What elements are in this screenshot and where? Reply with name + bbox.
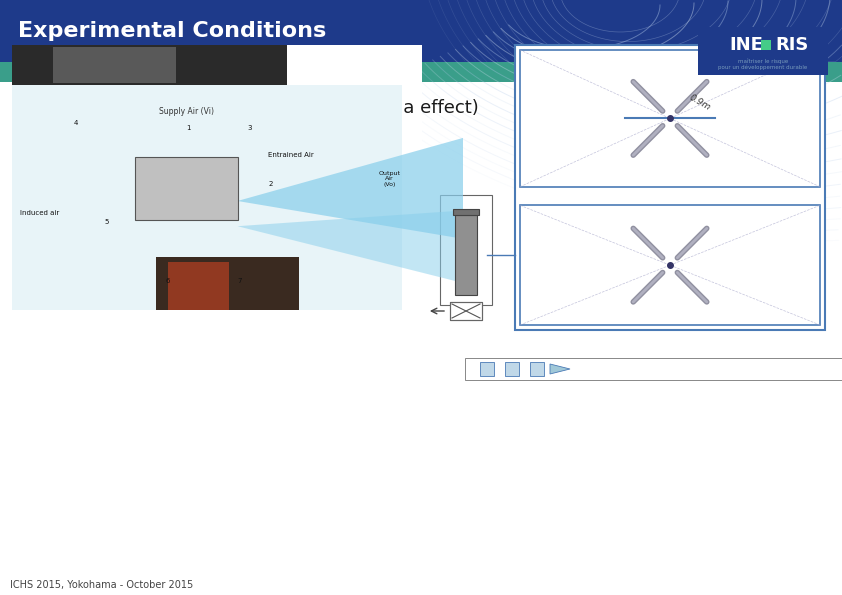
Bar [39, 167, 46, 174]
Bar [12, 45, 422, 310]
Text: Placed at 0.9 m from center of the plateform: Placed at 0.9 m from center of the plate… [58, 133, 402, 148]
Text: 4: 4 [73, 120, 77, 126]
Text: 3: 3 [248, 125, 253, 131]
Text: Induced air: Induced air [20, 211, 60, 217]
Text: ICHS 2015, Yokohama - October 2015: ICHS 2015, Yokohama - October 2015 [10, 580, 194, 590]
Polygon shape [550, 364, 570, 374]
Bar [453, 209, 479, 215]
Bar [53, 47, 176, 83]
Bar [698, 27, 828, 75]
Polygon shape [237, 138, 463, 239]
Bar [39, 136, 46, 143]
Text: 5: 5 [104, 220, 109, 226]
Text: 1: 1 [186, 125, 191, 131]
Text: Output
Air
(Vo): Output Air (Vo) [378, 171, 400, 187]
Text: Mixture preparation: Mixture preparation [15, 65, 157, 79]
Text: RIS: RIS [775, 36, 808, 54]
Text: 6: 6 [166, 278, 170, 284]
Text: Experimental Conditions: Experimental Conditions [18, 21, 326, 41]
Bar [530, 362, 544, 376]
Text: Supply Air (Vi): Supply Air (Vi) [159, 107, 214, 116]
Bar [761, 40, 771, 50]
Text: Entrained Air: Entrained Air [269, 152, 314, 158]
Polygon shape [629, 224, 637, 233]
Bar [12, 45, 286, 84]
Polygon shape [629, 298, 637, 306]
Polygon shape [237, 211, 463, 283]
Bar [455, 215, 477, 295]
Bar [135, 157, 237, 220]
Bar [440, 195, 492, 305]
Bar [450, 302, 482, 320]
Bar [465, 358, 842, 380]
Polygon shape [702, 298, 711, 306]
Polygon shape [702, 151, 711, 159]
Text: Injection of gas thanks to 4 jetflows (coanda effect): Injection of gas thanks to 4 jetflows (c… [15, 99, 479, 117]
Polygon shape [629, 151, 637, 159]
Bar [520, 205, 820, 325]
Bar [505, 362, 519, 376]
Text: 0.9m: 0.9m [688, 93, 712, 112]
Bar [520, 50, 820, 187]
Bar [168, 262, 229, 310]
Text: 7: 7 [237, 278, 242, 284]
Text: INE: INE [729, 36, 763, 54]
Polygon shape [629, 77, 637, 86]
Bar [480, 362, 494, 376]
Bar [39, 196, 46, 203]
Bar [515, 45, 825, 330]
Bar [156, 257, 299, 310]
Polygon shape [702, 77, 711, 86]
Bar [12, 84, 402, 310]
Bar [0, 62, 842, 82]
Polygon shape [702, 224, 711, 233]
Text: Homogeneous mixture: Homogeneous mixture [58, 162, 232, 177]
Text: Creation of turbulent motion: Creation of turbulent motion [58, 193, 276, 208]
Text: maîtriser le risque
pour un développement durable: maîtriser le risque pour un développemen… [718, 58, 807, 70]
Text: 2: 2 [269, 181, 273, 187]
Bar [450, 302, 482, 320]
Bar [0, 0, 842, 62]
